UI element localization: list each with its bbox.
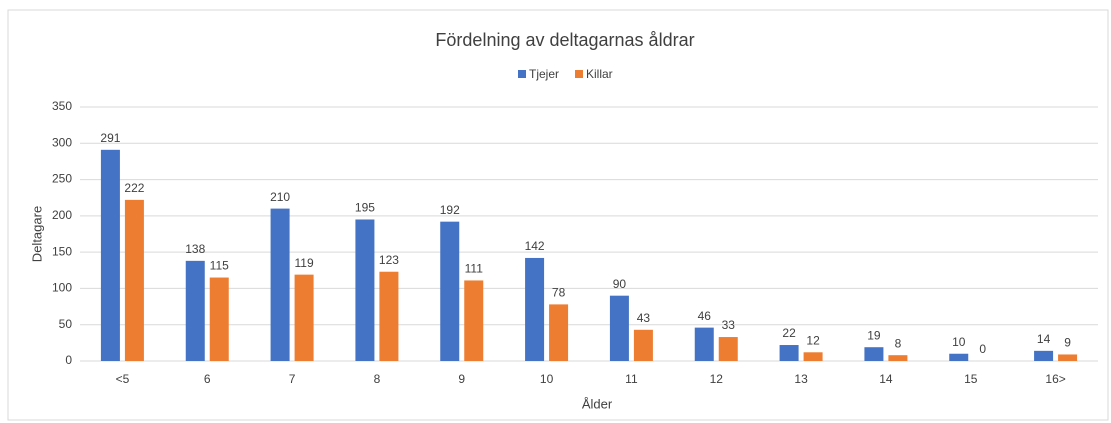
data-label: 111 [465, 262, 484, 276]
x-tick-label: 16> [1045, 372, 1065, 386]
data-label: 10 [952, 335, 966, 349]
data-label: 210 [270, 190, 290, 204]
data-label: 222 [124, 181, 144, 195]
legend-label: Tjejer [529, 67, 559, 81]
bar [803, 352, 823, 361]
data-label: 8 [895, 336, 902, 350]
x-tick-label: 12 [710, 372, 724, 386]
data-label: 192 [440, 203, 460, 217]
bar [779, 345, 799, 361]
x-tick-label: 7 [289, 372, 296, 386]
data-label: 0 [979, 342, 986, 356]
data-label: 115 [210, 259, 229, 273]
bar [209, 277, 229, 361]
data-label: 9 [1064, 336, 1071, 350]
y-tick-label: 250 [52, 172, 72, 186]
x-tick-label: 8 [374, 372, 381, 386]
chart-title: Fördelning av deltagarnas åldrar [435, 30, 694, 50]
y-tick-label: 0 [65, 353, 72, 367]
data-label: 14 [1037, 332, 1051, 346]
bar [355, 219, 375, 361]
data-label: 291 [100, 131, 120, 145]
bar [294, 274, 314, 361]
bar [949, 353, 969, 361]
x-tick-label: 6 [204, 372, 211, 386]
data-label: 138 [185, 242, 205, 256]
data-label: 19 [867, 328, 881, 342]
x-tick-label: 13 [794, 372, 808, 386]
bar [525, 257, 545, 361]
data-label: 90 [613, 277, 627, 291]
bar [549, 304, 569, 361]
bar [633, 329, 653, 361]
data-label: 12 [806, 333, 820, 347]
bar [1058, 354, 1078, 361]
data-label: 46 [698, 309, 712, 323]
bar [379, 271, 399, 361]
y-tick-label: 350 [52, 99, 72, 113]
data-label: 43 [637, 311, 651, 325]
x-tick-label: <5 [116, 372, 130, 386]
y-tick-label: 200 [52, 208, 72, 222]
x-tick-label: 9 [458, 372, 465, 386]
x-tick-label: 14 [879, 372, 893, 386]
legend-label: Killar [586, 67, 613, 81]
legend-swatch [518, 70, 526, 78]
data-label: 22 [782, 326, 796, 340]
x-tick-label: 15 [964, 372, 978, 386]
data-label: 142 [525, 239, 545, 253]
y-axis-title: Deltagare [29, 206, 44, 262]
y-tick-label: 100 [52, 281, 72, 295]
bar [694, 327, 714, 361]
data-label: 33 [722, 318, 736, 332]
bar [464, 280, 484, 361]
data-label: 78 [552, 286, 566, 300]
y-tick-label: 150 [52, 244, 72, 258]
x-axis-title: Ålder [582, 396, 613, 411]
bar [440, 221, 460, 361]
bar [270, 208, 290, 361]
bar [864, 347, 884, 361]
x-tick-label: 11 [625, 372, 638, 386]
bar [124, 199, 144, 361]
bar [718, 337, 738, 361]
bar [100, 149, 120, 361]
y-tick-label: 300 [52, 135, 72, 149]
bar [185, 260, 205, 361]
data-label: 119 [295, 256, 314, 270]
bar [1034, 350, 1054, 361]
legend-swatch [575, 70, 583, 78]
x-tick-label: 10 [540, 372, 554, 386]
y-tick-label: 50 [59, 317, 73, 331]
data-label: 123 [379, 253, 399, 267]
data-label: 195 [355, 201, 375, 215]
bar [888, 355, 908, 361]
bar [609, 295, 629, 361]
